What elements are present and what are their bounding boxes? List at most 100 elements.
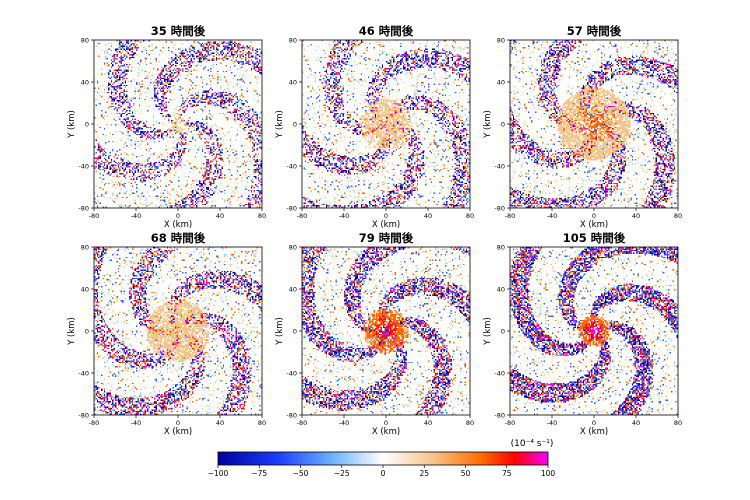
x-tick-label: 80	[466, 212, 474, 220]
x-tick-label: -40	[547, 419, 558, 427]
y-tick-label: -40	[494, 163, 505, 171]
y-axis-label: Y (km)	[483, 317, 493, 346]
y-tick-label: 40	[289, 286, 297, 294]
colorbar-tick-label: −75	[251, 469, 267, 478]
x-axis-label: X (km)	[580, 427, 608, 437]
y-tick-label: -40	[286, 163, 297, 171]
x-tick-label: 40	[216, 419, 224, 427]
y-axis-label: Y (km)	[275, 317, 285, 346]
colorbar-tick-label: 100	[541, 469, 556, 478]
y-tick-label: -80	[494, 412, 505, 420]
chart-panel-2: 46 時間後 -80 -40 0 40 80 -80 -40 0 40 80 X (km) Y (km)	[275, 24, 474, 230]
x-tick-label: 40	[424, 419, 432, 427]
y-tick-label: 40	[289, 79, 297, 87]
x-tick-label: 0	[176, 419, 180, 427]
y-tick-label: 40	[81, 79, 89, 87]
vorticity-heatmap	[302, 247, 470, 415]
panel-title: 68 時間後	[151, 231, 206, 245]
x-tick-label: -40	[339, 212, 350, 220]
panel-title: 79 時間後	[359, 231, 414, 245]
y-tick-label: 0	[293, 121, 297, 129]
y-tick-label: -40	[494, 370, 505, 378]
y-tick-label: 80	[81, 244, 89, 252]
y-tick-label: -80	[78, 412, 89, 420]
colorbar-tick-label: 0	[381, 469, 386, 478]
colorbar: (10⁻⁴ s⁻¹) −100 −75 −50 −25 0 25 50 75 100	[208, 439, 556, 478]
x-axis-label: X (km)	[372, 427, 400, 437]
x-axis-label: X (km)	[372, 220, 400, 230]
vorticity-heatmap	[302, 40, 470, 208]
y-axis-label: Y (km)	[483, 110, 493, 139]
y-tick-label: 80	[497, 37, 505, 45]
y-tick-label: -80	[78, 205, 89, 213]
x-tick-label: 0	[384, 419, 388, 427]
y-axis-label: Y (km)	[275, 110, 285, 139]
colorbar-unit-label: (10⁻⁴ s⁻¹)	[511, 439, 554, 449]
y-tick-label: 0	[501, 121, 505, 129]
vorticity-heatmap	[94, 40, 262, 208]
y-tick-label: 0	[293, 328, 297, 336]
x-tick-label: 0	[592, 212, 596, 220]
y-tick-label: -80	[286, 205, 297, 213]
x-tick-label: 40	[216, 212, 224, 220]
x-axis-label: X (km)	[164, 427, 192, 437]
y-tick-label: 80	[289, 244, 297, 252]
colorbar-tick-label: −25	[334, 469, 350, 478]
y-tick-label: 80	[81, 37, 89, 45]
x-tick-label: -80	[297, 419, 308, 427]
x-tick-label: 0	[592, 419, 596, 427]
y-axis-label: Y (km)	[67, 110, 77, 139]
x-tick-label: 40	[424, 212, 432, 220]
panel-title: 105 時間後	[563, 231, 626, 245]
vorticity-heatmap	[94, 247, 262, 415]
x-tick-label: 40	[632, 419, 640, 427]
x-tick-label: -80	[89, 419, 100, 427]
colorbar-tick-label: 75	[502, 469, 512, 478]
x-tick-label: -40	[131, 419, 142, 427]
x-tick-label: 80	[674, 212, 682, 220]
y-tick-label: -40	[78, 163, 89, 171]
x-tick-label: 80	[466, 419, 474, 427]
y-tick-label: 40	[497, 79, 505, 87]
colorbar-tick-label: 25	[419, 469, 429, 478]
y-tick-label: 80	[497, 244, 505, 252]
y-tick-label: 0	[85, 328, 89, 336]
x-tick-label: 80	[258, 212, 266, 220]
colorbar-tick-label: 50	[461, 469, 471, 478]
y-tick-label: 80	[289, 37, 297, 45]
x-tick-label: 80	[674, 419, 682, 427]
y-tick-label: 0	[85, 121, 89, 129]
x-tick-label: -40	[131, 212, 142, 220]
panel-title: 35 時間後	[151, 24, 206, 38]
x-tick-label: -40	[547, 212, 558, 220]
x-tick-label: 0	[384, 212, 388, 220]
y-tick-label: -80	[286, 412, 297, 420]
y-axis-label: Y (km)	[67, 317, 77, 346]
y-tick-label: 0	[501, 328, 505, 336]
vorticity-heatmap	[510, 247, 678, 415]
chart-panel-1: 35 時間後 -80 -40 0 40 80 -80 -40 0 40 80 X (km) Y (km)	[67, 24, 266, 230]
y-tick-label: -40	[78, 370, 89, 378]
y-tick-label: 40	[497, 286, 505, 294]
x-tick-label: -40	[339, 419, 350, 427]
y-tick-label: -40	[286, 370, 297, 378]
x-tick-label: -80	[505, 212, 516, 220]
x-tick-label: -80	[297, 212, 308, 220]
y-tick-label: -80	[494, 205, 505, 213]
chart-panel-5: 79 時間後 -80 -40 0 40 80 -80 -40 0 40 80 X (km) Y (km)	[275, 231, 474, 437]
colorbar-gradient	[217, 451, 549, 466]
x-axis-label: X (km)	[580, 220, 608, 230]
x-tick-label: -80	[505, 419, 516, 427]
panel-title: 57 時間後	[567, 24, 622, 38]
x-tick-label: 0	[176, 212, 180, 220]
panel-title: 46 時間後	[359, 24, 414, 38]
chart-panel-6: 105 時間後 -80 -40 0 40 80 -80 -40 0 40 80 X (km) Y (km…	[483, 231, 682, 437]
x-tick-label: 40	[632, 212, 640, 220]
colorbar-tick-label: −50	[293, 469, 309, 478]
x-tick-label: 80	[258, 419, 266, 427]
colorbar-tick-label: −100	[208, 469, 229, 478]
y-tick-label: 40	[81, 286, 89, 294]
vorticity-heatmap	[510, 40, 678, 208]
chart-panel-4: 68 時間後 -80 -40 0 40 80 -80 -40 0 40 80 X (km) Y (km)	[67, 231, 266, 437]
